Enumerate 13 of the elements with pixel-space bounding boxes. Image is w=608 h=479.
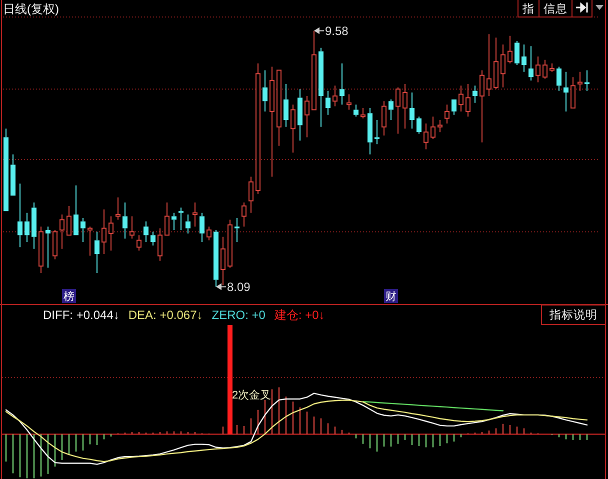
legend-item: DEA: +0.067↓ [128, 308, 203, 322]
legend-item: 建仓: +0↓ [274, 308, 325, 322]
label: 信息 [544, 4, 568, 16]
annotation: 8.09 [227, 280, 250, 294]
title: 日线(复权) [3, 2, 59, 16]
annotation: ZERO: +0 [212, 308, 266, 322]
annotation: 9.58 [325, 24, 348, 38]
label: 指标说明 [550, 310, 598, 322]
x-tick-label: 榜 [64, 290, 74, 303]
legend-item: DIFF: +0.044↓ [43, 308, 120, 322]
x-tick-label: 财 [386, 290, 396, 303]
label: 指 [522, 4, 534, 16]
annotation: 2次金叉 [232, 389, 272, 402]
